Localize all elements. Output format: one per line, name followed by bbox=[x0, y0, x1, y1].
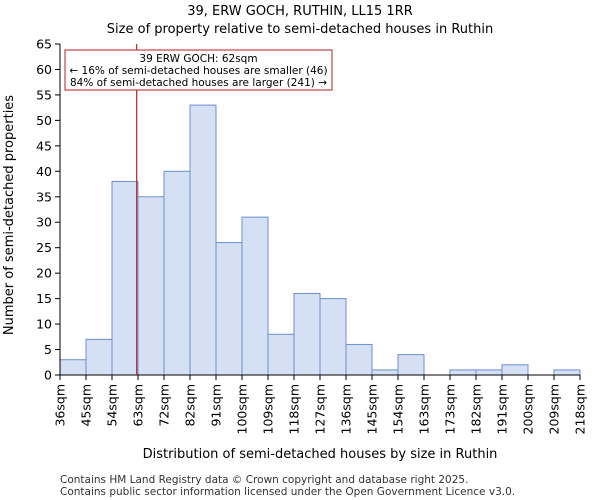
x-tick-label: 63sqm bbox=[131, 384, 146, 427]
y-tick-label: 65 bbox=[36, 37, 52, 52]
x-tick-label: 136sqm bbox=[339, 384, 354, 434]
x-axis-label: Distribution of semi-detached houses by … bbox=[143, 447, 498, 462]
x-tick-label: 54sqm bbox=[105, 384, 120, 427]
y-tick-label: 5 bbox=[44, 342, 52, 357]
histogram-bar bbox=[449, 369, 477, 376]
y-tick-label: 15 bbox=[36, 291, 52, 306]
x-axis-ticks: 36sqm 45sqm 54sqm 63sqm 72sqm 82sqm 91sqm 100sq… bbox=[53, 375, 588, 434]
histogram-bar bbox=[163, 170, 191, 376]
y-tick-label: 50 bbox=[36, 113, 52, 128]
y-tick-label: 35 bbox=[36, 189, 52, 204]
histogram-bar bbox=[215, 242, 243, 376]
x-tick-label: 109sqm bbox=[261, 384, 276, 434]
chart-title: 39, ERW GOCH, RUTHIN, LL15 1RR bbox=[187, 4, 413, 19]
histogram-bar bbox=[59, 359, 87, 376]
histogram-bar bbox=[293, 293, 321, 376]
histogram-bar bbox=[85, 338, 113, 376]
annotation-line-property: 39 ERW GOCH: 62sqm bbox=[139, 53, 257, 65]
annotation-line-smaller: ← 16% of semi-detached houses are smalle… bbox=[69, 65, 327, 77]
x-tick-label: 45sqm bbox=[79, 384, 94, 427]
x-tick-label: 36sqm bbox=[53, 384, 68, 427]
histogram-bar bbox=[189, 104, 217, 376]
x-tick-label: 154sqm bbox=[391, 384, 406, 434]
x-tick-label: 182sqm bbox=[469, 384, 484, 434]
x-tick-label: 163sqm bbox=[417, 384, 432, 434]
y-tick-label: 25 bbox=[36, 240, 52, 255]
histogram-bar bbox=[345, 343, 373, 376]
x-tick-label: 145sqm bbox=[365, 384, 380, 434]
footer-copyright: Contains HM Land Registry data © Crown c… bbox=[60, 474, 468, 486]
y-tick-label: 60 bbox=[36, 62, 52, 77]
y-tick-label: 10 bbox=[36, 317, 52, 332]
y-tick-label: 0 bbox=[44, 368, 52, 383]
x-tick-label: 100sqm bbox=[235, 384, 250, 434]
histogram-bar bbox=[137, 196, 165, 376]
histogram-bar bbox=[371, 369, 399, 376]
bars-group bbox=[59, 104, 581, 376]
histogram-bar bbox=[267, 333, 295, 376]
x-tick-label: 72sqm bbox=[157, 384, 172, 427]
y-axis-ticks: 0 5 10 15 20 25 30 35 40 45 50 55 60 65 bbox=[36, 37, 60, 383]
annotation-box: 39 ERW GOCH: 62sqm ← 16% of semi-detache… bbox=[64, 49, 333, 91]
annotation-line-larger: 84% of semi-detached houses are larger (… bbox=[70, 77, 327, 89]
x-tick-label: 200sqm bbox=[521, 384, 536, 434]
x-tick-label: 118sqm bbox=[287, 384, 302, 434]
x-tick-label: 173sqm bbox=[443, 384, 458, 434]
histogram-bar bbox=[111, 180, 139, 376]
x-tick-label: 82sqm bbox=[183, 384, 198, 427]
histogram-bar bbox=[319, 298, 347, 376]
y-axis-label: Number of semi-detached properties bbox=[2, 95, 17, 335]
x-tick-label: 218sqm bbox=[573, 384, 588, 434]
x-tick-label: 91sqm bbox=[209, 384, 224, 427]
histogram-bar bbox=[501, 364, 529, 376]
x-tick-label: 127sqm bbox=[313, 384, 328, 434]
chart-subtitle: Size of property relative to semi-detach… bbox=[107, 22, 493, 37]
histogram-bar bbox=[397, 354, 425, 376]
x-tick-label: 191sqm bbox=[495, 384, 510, 434]
histogram-bar bbox=[475, 369, 503, 376]
y-tick-label: 20 bbox=[36, 266, 52, 281]
histogram-bar bbox=[553, 369, 581, 376]
y-tick-label: 30 bbox=[36, 215, 52, 230]
footer-licence: Contains public sector information licen… bbox=[60, 486, 515, 498]
histogram-bar bbox=[241, 216, 269, 376]
y-tick-label: 55 bbox=[36, 87, 52, 102]
x-tick-label: 209sqm bbox=[547, 384, 562, 434]
y-tick-label: 40 bbox=[36, 164, 52, 179]
y-tick-label: 45 bbox=[36, 138, 52, 153]
